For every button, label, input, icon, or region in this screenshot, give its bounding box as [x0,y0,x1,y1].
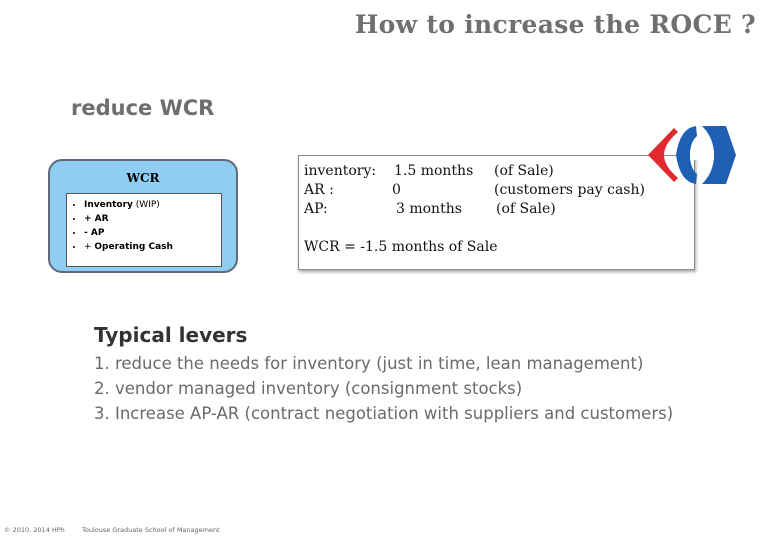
wcr-box: WCR Inventory (WIP) + AR - AP + Operatin… [48,159,238,273]
wcr-calculation-box: inventory: 1.5 months (of Sale) AR : 0 (… [298,155,695,270]
list-item: + AR [84,212,221,226]
lever-item: 2. vendor managed inventory (consignment… [94,379,523,398]
slide-title: How to increase the ROCE ? [354,10,756,39]
carrefour-logo [648,126,736,184]
wcr-components-list: Inventory (WIP) + AR - AP + Operating Ca… [66,193,222,267]
lever-item: 1. reduce the needs for inventory (just … [94,354,644,373]
wcr-result-line: WCR = -1.5 months of Sale [304,239,498,255]
list-item: + Operating Cash [84,240,221,254]
levers-heading: Typical levers [94,323,248,347]
slide-subtitle: reduce WCR [71,96,215,120]
lever-item: 3. Increase AP-AR (contract negotiation … [94,404,674,423]
wcr-box-title: WCR [126,171,160,185]
ar-line: AR : 0 (customers pay cash) [304,182,645,198]
footer-school: Toulouse Graduate School of Management [82,526,220,534]
footer-copyright: © 2010, 2014 HPh [4,526,65,534]
list-item: Inventory (WIP) [84,198,221,212]
list-item: - AP [84,226,221,240]
inventory-line: inventory: 1.5 months (of Sale) [304,163,554,179]
ap-line: AP: 3 months (of Sale) [304,201,556,217]
